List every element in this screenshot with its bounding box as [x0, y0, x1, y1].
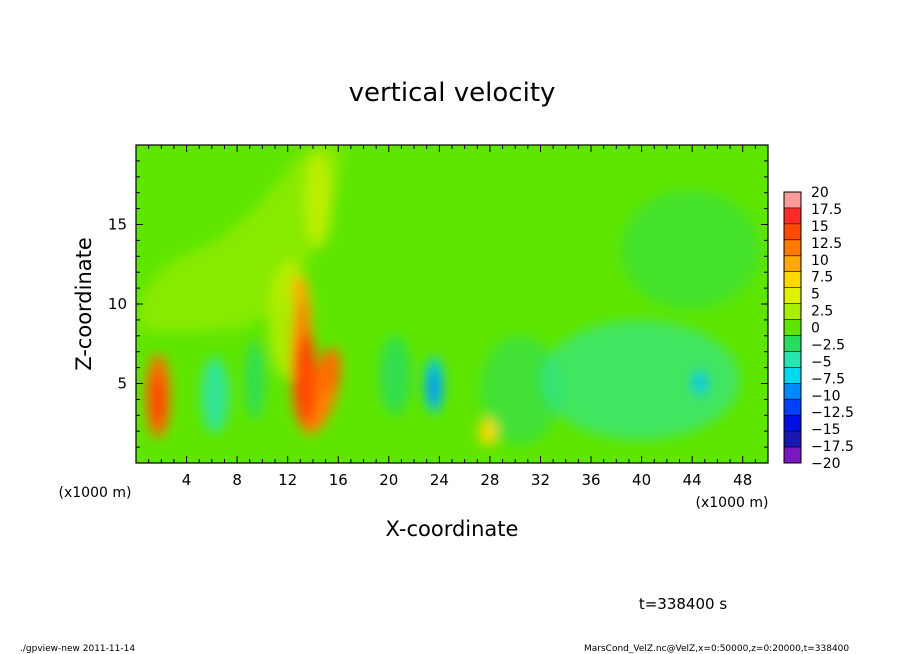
y-tick-label: 15: [108, 216, 127, 234]
field-yellow-upper: [304, 152, 332, 248]
x-tick-label: 4: [182, 471, 192, 489]
x-tick-label: 24: [430, 471, 449, 489]
y-unit-note: (x1000 m): [59, 485, 132, 501]
field-cyan-3: [379, 335, 411, 415]
colorbar-label: 7.5: [811, 270, 833, 286]
colorbar-swatch: [784, 399, 801, 416]
x-axis: 4 8 12 16 20 24 28 32 36 40 44 48: [148, 145, 756, 489]
x-tick-label: 32: [531, 471, 550, 489]
field-cell-x15: [320, 348, 340, 392]
field-cyan-4: [480, 335, 560, 445]
x-tick-label: 16: [329, 471, 348, 489]
colorbar-label: −12.5: [811, 405, 854, 421]
colorbar-swatch: [784, 255, 801, 273]
velocity-field: [140, 145, 760, 446]
chart-title: vertical velocity: [349, 78, 556, 108]
field-cyan-2: [245, 340, 265, 420]
colorbar-swatch: [784, 415, 801, 432]
colorbar-label: 20: [811, 185, 829, 201]
colorbar-swatch: [784, 192, 801, 209]
colorbar-swatch: [784, 319, 801, 336]
colorbar-swatch: [784, 431, 801, 448]
colorbar-label: −15: [811, 422, 841, 438]
colorbar-label: −5: [811, 354, 832, 370]
colorbar-swatch: [784, 383, 801, 400]
field-down-x44: [692, 371, 708, 395]
x-tick-label: 36: [581, 471, 600, 489]
colorbar-label: −2.5: [811, 337, 845, 353]
colorbar-frame: [783, 191, 802, 464]
footer-right: MarsCond_VelZ.nc@VelZ,x=0:50000,z=0:2000…: [584, 644, 849, 654]
colorbar-label: 10: [811, 253, 829, 269]
x-unit-note: (x1000 m): [696, 495, 769, 511]
y-tick-label: 10: [108, 295, 127, 313]
colorbar-label: −10: [811, 388, 841, 404]
x-tick-label: 20: [379, 471, 398, 489]
y-axis-label: Z-coordinate: [72, 237, 96, 371]
colorbar-swatch: [784, 287, 801, 305]
field-cell-x12-core: [293, 335, 317, 425]
colorbar-label: 12.5: [811, 236, 842, 252]
colorbar: 2017.51512.5107.552.50−2.5−5−7.5−10−12.5…: [783, 185, 854, 472]
colorbar-label: 15: [811, 219, 829, 235]
y-tick-label: 5: [117, 375, 127, 393]
x-tick-label: 8: [232, 471, 242, 489]
colorbar-label: −17.5: [811, 439, 854, 455]
colorbar-swatch: [784, 223, 801, 241]
x-tick-label: 28: [480, 471, 499, 489]
x-tick-label: 12: [278, 471, 297, 489]
field-cyan-1: [201, 357, 229, 433]
field-cell-x12-top: [292, 276, 308, 304]
x-tick-label: 48: [733, 471, 752, 489]
colorbar-swatch: [784, 447, 801, 464]
field-cell-x2-core: [152, 375, 164, 425]
colorbar-label: −20: [811, 456, 841, 472]
colorbar-swatch: [784, 351, 801, 368]
colorbar-label: −7.5: [811, 371, 845, 387]
x-tick-label: 44: [683, 471, 702, 489]
time-annotation: t=338400 s: [639, 595, 727, 613]
colorbar-label: 5: [811, 287, 820, 303]
field-cyan-5: [540, 320, 740, 440]
colorbar-swatch: [784, 335, 801, 352]
plot-area: [136, 145, 768, 463]
colorbar-swatch: [784, 271, 801, 289]
colorbar-swatch: [784, 207, 801, 225]
y-axis: 5 10 15: [108, 160, 768, 448]
field-cell-x28: [479, 418, 497, 446]
colorbar-swatch: [784, 367, 801, 384]
field-cyan-6: [620, 190, 760, 310]
colorbar-label: 2.5: [811, 304, 833, 320]
colorbar-swatch: [784, 303, 801, 321]
x-axis-label: X-coordinate: [386, 517, 519, 541]
colorbar-swatch: [784, 239, 801, 257]
colorbar-label: 0: [811, 321, 820, 337]
x-tick-label: 40: [632, 471, 651, 489]
footer-left: ./gpview-new 2011-11-14: [20, 644, 135, 654]
field-down-x23-core: [429, 371, 439, 405]
colorbar-label: 17.5: [811, 202, 842, 218]
